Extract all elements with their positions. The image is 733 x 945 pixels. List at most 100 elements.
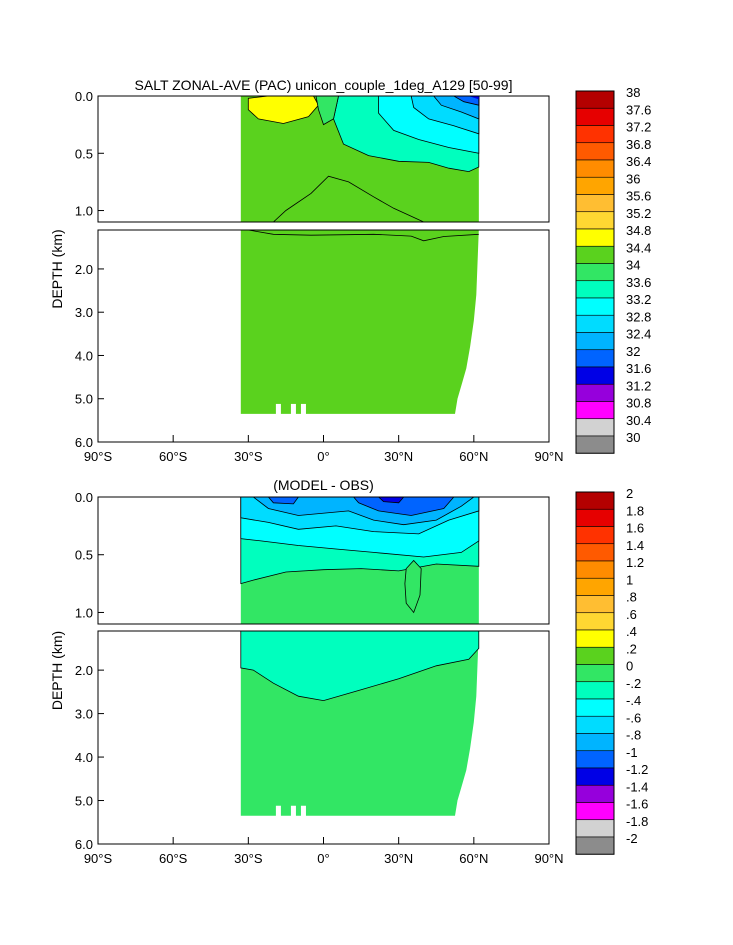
colorbar-swatch-20	[575, 836, 615, 855]
colorbar-label-9: .2	[626, 641, 637, 656]
colorbar-swatch-11	[575, 280, 615, 299]
contour-minus-1	[353, 497, 455, 516]
colorbar-label-0: 38	[626, 85, 640, 100]
colorbar-label-20: 30	[626, 430, 640, 445]
colorbar-label-6: 35.6	[626, 189, 651, 204]
colorbar-swatch-4	[575, 159, 615, 178]
colorbar-swatch-3	[575, 543, 615, 562]
colorbar-label-11: 33.6	[626, 275, 651, 290]
colorbar-label-15: -1	[626, 745, 638, 760]
contour-line-34-4	[273, 175, 424, 222]
upper-y-tick-label-1: 0.5	[75, 548, 93, 563]
colorbar-label-2: 37.2	[626, 120, 651, 135]
colorbar-swatch-7	[575, 612, 615, 631]
colorbar-label-18: 30.8	[626, 396, 651, 411]
colorbar-swatch-14	[575, 733, 615, 752]
contour-minus-1-south	[267, 497, 299, 505]
upper-y-tick-label-2: 1.0	[75, 204, 93, 219]
colorbar-label-10: 34	[626, 258, 640, 273]
y-axis-label: DEPTH (km)	[49, 631, 65, 710]
colorbar-label-1: 1.8	[626, 503, 644, 518]
x-tick-label-3: 0°	[317, 851, 329, 866]
colorbar-swatch-3	[575, 142, 615, 161]
x-tick-label-0: 90°S	[84, 449, 113, 464]
panel-salt-zonal-average: 0.0 0.5 1.0 2.0 3.0 4.0 5.0 6.0 DEPTH (km) 90°S 60…	[49, 77, 651, 464]
colorbar-label-14: -.8	[626, 728, 641, 743]
x-tick-label-6: 90°N	[534, 449, 563, 464]
colorbar-label-5: 1	[626, 572, 633, 587]
colorbar-label-13: 32.8	[626, 309, 651, 324]
contour-minus-1-2	[378, 497, 405, 504]
x-tick-label-5: 60°N	[459, 449, 488, 464]
panel-model-minus-obs: 0.0 0.5 1.0 2.0 3.0 4.0 5.0 6.0 DEPTH (km) 90°S 60…	[49, 477, 648, 866]
colorbar-label-17: 31.2	[626, 378, 651, 393]
colorbar-label-20: -2	[626, 831, 638, 846]
x-tick-label-1: 60°S	[159, 851, 188, 866]
colorbar-swatch-10	[575, 664, 615, 683]
colorbar-label-16: 31.6	[626, 361, 651, 376]
colorbar-label-7: 35.2	[626, 206, 651, 221]
colorbar-swatch-9	[575, 245, 615, 264]
colorbar-frame	[575, 90, 615, 454]
x-tick-label-2: 30°S	[234, 851, 263, 866]
colorbar-swatch-7	[575, 211, 615, 230]
seafloor-ridge-2	[300, 805, 306, 817]
colorbar-swatch-5	[575, 577, 615, 596]
colorbar-label-2: 1.6	[626, 521, 644, 536]
upper-y-tick-label-0: 0.0	[75, 490, 93, 505]
colorbar-label-5: 36	[626, 171, 640, 186]
colorbar-swatch-8	[575, 629, 615, 648]
colorbar-swatch-17	[575, 784, 615, 803]
upper-y-tick-label-1: 0.5	[75, 146, 93, 161]
colorbar-label-7: .6	[626, 607, 637, 622]
upper-box-frame	[97, 496, 550, 625]
data-fill-lower	[240, 230, 479, 414]
colorbar-swatch-12	[575, 297, 615, 316]
colorbar-label-16: -1.2	[626, 762, 648, 777]
lower-y-tick-label-3: 5.0	[75, 794, 93, 809]
lower-y-tick-label-3: 5.0	[75, 392, 93, 407]
colorbar-label-0: 2	[626, 486, 633, 501]
lower-depth-section	[240, 631, 480, 817]
lower-y-tick-label-0: 2.0	[75, 663, 93, 678]
colorbar-swatch-20	[575, 435, 615, 454]
contour-34-0-equatorial	[315, 96, 339, 126]
colorbar-label-12: -.4	[626, 693, 641, 708]
colorbar-swatch-0	[575, 491, 615, 510]
colorbar-swatch-2	[575, 125, 615, 144]
seafloor-ridge-0	[275, 403, 281, 415]
colorbar-swatch-1	[575, 508, 615, 527]
colorbar-swatch-14	[575, 332, 615, 351]
colorbar-label-1: 37.6	[626, 102, 651, 117]
seafloor-ridge-2	[300, 403, 306, 415]
colorbar-label-4: 36.4	[626, 154, 651, 169]
x-tick-label-4: 30°N	[384, 851, 413, 866]
colorbar-swatch-6	[575, 194, 615, 213]
x-tick-label-1: 60°S	[159, 449, 188, 464]
colorbar-label-3: 36.8	[626, 137, 651, 152]
colorbar-label-19: -1.8	[626, 814, 648, 829]
upper-y-tick-label-0: 0.0	[75, 89, 93, 104]
colorbar-swatch-4	[575, 560, 615, 579]
lower-y-tick-label-1: 3.0	[75, 305, 93, 320]
panel-title: (MODEL - OBS)	[273, 477, 374, 493]
colorbar-swatch-16	[575, 366, 615, 385]
contour-minus-0-2-deep	[240, 631, 480, 702]
x-tick-label-6: 90°N	[534, 851, 563, 866]
colorbar-swatch-13	[575, 715, 615, 734]
colorbar-label-4: 1.2	[626, 555, 644, 570]
lower-y-tick-label-0: 2.0	[75, 262, 93, 277]
colorbar-swatch-15	[575, 750, 615, 769]
colorbar-swatch-11	[575, 681, 615, 700]
colorbar-label-15: 32	[626, 344, 640, 359]
colorbar-swatch-0	[575, 90, 615, 109]
upper-depth-section	[240, 96, 480, 222]
colorbar-swatch-6	[575, 595, 615, 614]
lower-y-tick-label-1: 3.0	[75, 707, 93, 722]
lower-y-tick-label-4: 6.0	[75, 435, 93, 450]
lower-y-tick-label-2: 4.0	[75, 348, 93, 363]
colorbar-swatch-10	[575, 263, 615, 282]
y-axis-label: DEPTH (km)	[49, 229, 65, 308]
colorbar-label-8: 34.8	[626, 223, 651, 238]
